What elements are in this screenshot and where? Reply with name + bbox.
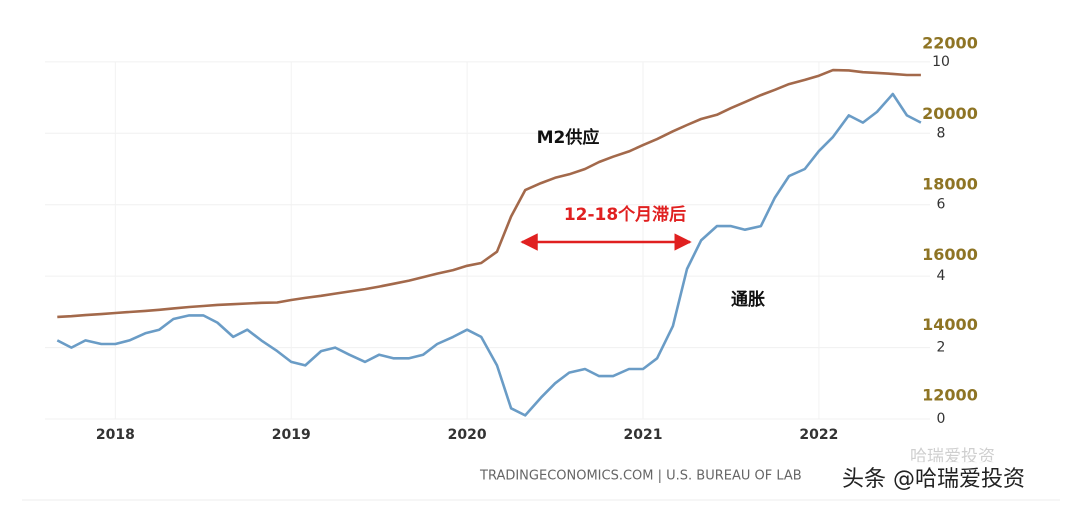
series-label: M2供应 — [537, 127, 600, 148]
x-tick-label: 2021 — [624, 427, 663, 443]
y-tick-label: 4 — [937, 268, 946, 284]
series-line — [57, 68, 921, 319]
lag-annotation: 12-18个月滞后 — [564, 204, 686, 225]
source: TRADINGECONOMICS.COM | U.S. BUREAU OF LA… — [479, 469, 802, 484]
x-tick-label: 2019 — [272, 427, 311, 443]
x-tick-label: 2022 — [799, 427, 838, 443]
plot — [56, 68, 922, 417]
y-tick-label: 8 — [937, 125, 946, 141]
watermark: 头条 @哈瑞爱投资 — [842, 467, 1025, 492]
watermark-bg — [836, 462, 1068, 496]
series-label: 通胀 — [731, 290, 765, 310]
y-tick-label: 2 — [937, 340, 946, 356]
x-tick-label: 2020 — [448, 427, 487, 443]
y2-tick-label: 12000 — [922, 386, 978, 405]
y-tick-label: 0 — [937, 411, 946, 427]
y2-tick-label: 20000 — [922, 104, 978, 123]
y2-tick-label: 18000 — [922, 174, 978, 193]
y2-tick-label: 22000 — [922, 34, 978, 53]
y-tick-label: 6 — [937, 197, 946, 213]
y2-tick-label: 14000 — [922, 315, 978, 334]
series-line — [56, 92, 922, 417]
y-tick-label: 10 — [932, 54, 950, 70]
y2-tick-label: 16000 — [922, 245, 978, 264]
x-tick-label: 2018 — [96, 427, 135, 443]
